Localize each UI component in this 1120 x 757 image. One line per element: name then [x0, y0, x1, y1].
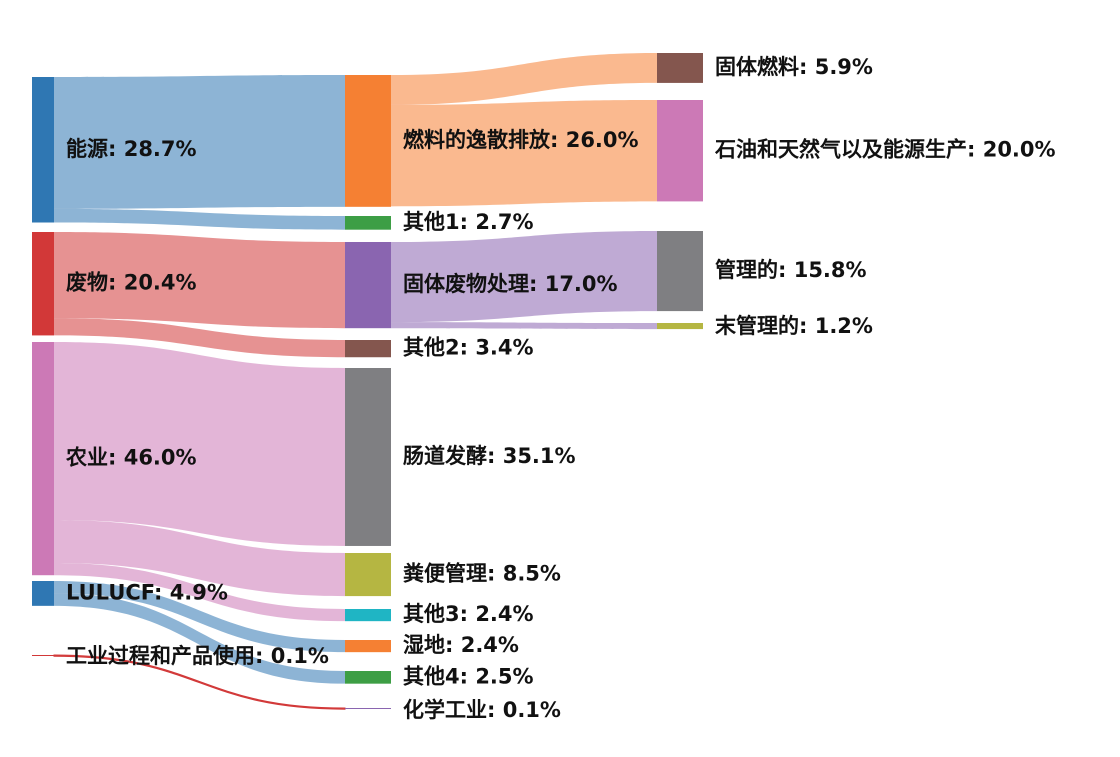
label-agri: 农业: 46.0% — [65, 446, 197, 470]
node-other1[interactable] — [345, 216, 391, 230]
label-solidwaste: 固体废物处理: 17.0% — [403, 272, 618, 296]
node-wetland[interactable] — [345, 640, 391, 653]
link-lulucf-wetland — [54, 581, 345, 653]
link-agri-manure — [54, 519, 345, 597]
link-waste-other2 — [54, 318, 345, 358]
node-unmanaged[interactable] — [657, 323, 703, 330]
label-unmanaged: 末管理的: 1.2% — [715, 314, 873, 338]
link-fugitive-solidfuel — [391, 53, 657, 105]
link-ippu-chem — [53, 654, 346, 710]
node-oilgas[interactable] — [657, 100, 703, 202]
label-solidfuel: 固体燃料: 5.9% — [715, 55, 873, 79]
sankey-links — [53, 53, 657, 710]
node-manure[interactable] — [345, 553, 391, 597]
sankey-nodes — [32, 53, 703, 709]
node-fugitive[interactable] — [345, 75, 391, 207]
node-enteric[interactable] — [345, 368, 391, 546]
node-other2[interactable] — [345, 340, 391, 358]
label-other1: 其他1: 2.7% — [403, 210, 534, 234]
label-waste: 废物: 20.4% — [66, 271, 197, 295]
node-other3[interactable] — [345, 609, 391, 622]
node-chem[interactable] — [345, 708, 391, 709]
node-energy[interactable] — [32, 77, 54, 223]
link-lulucf-other4 — [54, 593, 345, 684]
label-managed: 管理的: 15.8% — [715, 258, 867, 282]
label-oilgas: 石油和天然气以及能源生产: 20.0% — [714, 138, 1056, 162]
link-agri-other3 — [54, 563, 345, 622]
link-waste-solidwaste — [54, 232, 345, 329]
label-manure: 粪便管理: 8.5% — [403, 562, 561, 586]
label-other2: 其他2: 3.4% — [403, 336, 534, 360]
label-other4: 其他4: 2.5% — [403, 664, 534, 688]
sankey-labels: 能源: 28.7% 废物: 20.4% 农业: 46.0% LULUCF: 4.9% 工… — [65, 55, 1056, 722]
link-solidwaste-unmanaged — [391, 322, 657, 330]
node-managed[interactable] — [657, 231, 703, 312]
link-agri-enteric — [54, 342, 345, 546]
node-ippu[interactable] — [32, 655, 54, 656]
label-wetland: 湿地: 2.4% — [403, 633, 519, 657]
label-other3: 其他3: 2.4% — [403, 602, 534, 626]
label-enteric: 肠道发酵: 35.1% — [403, 444, 576, 468]
node-other4[interactable] — [345, 671, 391, 684]
node-solidwaste[interactable] — [345, 242, 391, 329]
node-agri[interactable] — [32, 342, 54, 576]
node-solidfuel[interactable] — [657, 53, 703, 83]
link-energy-other1 — [54, 208, 345, 230]
label-energy: 能源: 28.7% — [66, 137, 197, 161]
label-lulucf: LULUCF: 4.9% — [66, 580, 228, 604]
label-ippu: 工业过程和产品使用: 0.1% — [66, 644, 329, 668]
node-lulucf[interactable] — [32, 581, 54, 606]
link-energy-fugitive — [54, 75, 345, 209]
node-waste[interactable] — [32, 232, 54, 336]
link-solidwaste-managed — [391, 231, 657, 323]
link-fugitive-oilgas — [391, 100, 657, 207]
label-chem: 化学工业: 0.1% — [403, 698, 561, 722]
label-fugitive: 燃料的逸散排放: 26.0% — [403, 128, 639, 152]
